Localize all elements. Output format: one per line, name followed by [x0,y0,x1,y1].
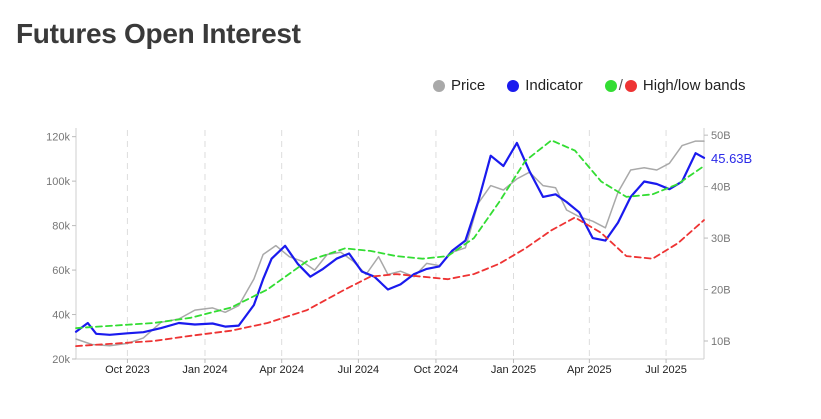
last-value-label: 45.63B [711,151,752,166]
series-layer [74,139,706,348]
price-line [75,140,705,347]
legend-item-bands[interactable]: / High/low bands [604,77,746,94]
legend-item-price[interactable]: Price [433,77,485,94]
indicator-line [74,141,706,336]
y-left-tick-label: 100k [46,176,70,188]
legend-dot-high-band [604,79,617,92]
high-band-line [75,139,705,330]
y-right-tick-label: 30B [711,233,731,245]
y-left-tick-label: 60k [52,265,70,277]
legend-dot-low-band [624,79,637,92]
legend-item-indicator[interactable]: Indicator [507,77,583,94]
x-tick-label: Jul 2025 [645,364,687,376]
y-right-tick-label: 50B [711,130,731,142]
labels-layer: Oct 2023 Jan 2024 Apr 2024 Jul 2024 Oct 2024… [46,130,752,376]
y-left-tick-label: 40k [52,310,70,322]
low-band-line [75,216,705,348]
x-tick-label: Oct 2024 [414,364,459,376]
y-left-tick-label: 120k [46,132,70,144]
y-right-tick-label: 40B [711,182,731,194]
legend-label-indicator: Indicator [525,77,583,94]
y-right-tick-label: 20B [711,285,731,297]
y-left-tick-label: 80k [52,221,70,233]
y-left-tick-label: 20k [52,354,70,366]
legend-dot-indicator [507,79,520,92]
chart-title: Futures Open Interest [16,18,301,49]
x-tick-label: Apr 2024 [259,364,304,376]
x-tick-label: Apr 2025 [567,364,612,376]
x-tick-label: Oct 2023 [105,364,150,376]
y-right-tick-label: 10B [711,336,731,348]
legend-label-price: Price [451,77,486,94]
legend-dot-price [433,79,445,92]
x-tick-label: Jan 2025 [491,364,536,376]
x-tick-label: Jul 2024 [338,364,380,376]
legend-slash: / [618,77,623,94]
legend-label-bands: High/low bands [642,77,746,94]
legend: Price Indicator / High/low bands [433,77,745,94]
x-tick-label: Jan 2024 [182,364,227,376]
axes [72,128,708,363]
